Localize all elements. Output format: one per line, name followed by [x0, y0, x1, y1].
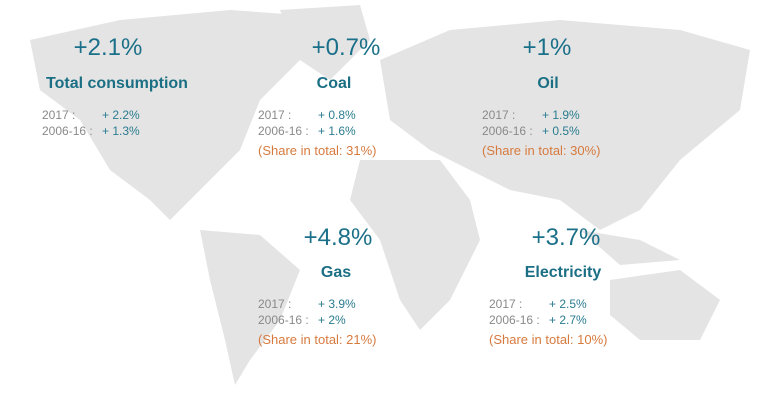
coal-title: Coal: [316, 75, 352, 92]
gas-change: +4.8%: [303, 224, 373, 251]
coal-share: (Share in total: 31%): [258, 143, 377, 158]
stat-row: 2017 : + 3.9%: [258, 297, 356, 311]
south-america: [200, 230, 300, 385]
total-change: +2.1%: [73, 34, 143, 61]
electricity-share: (Share in total: 10%): [489, 332, 608, 347]
stat-row: 2017 : + 2.2%: [42, 108, 140, 122]
stat-row: 2006-16 : + 1.6%: [258, 124, 356, 138]
oil-change: +1%: [522, 34, 572, 61]
stat-row: 2006-16 : + 2%: [258, 313, 346, 327]
southeast-asia: [580, 230, 680, 265]
coal-change: +0.7%: [311, 34, 381, 61]
stat-row: 2006-16 : + 0.5%: [482, 124, 580, 138]
gas-share: (Share in total: 21%): [258, 332, 377, 347]
total-title: Total consumption: [46, 75, 188, 92]
stat-row: 2006-16 : + 2.7%: [489, 313, 587, 327]
australia: [610, 270, 720, 340]
oil-share: (Share in total: 30%): [482, 143, 601, 158]
electricity-title: Electricity: [524, 264, 602, 281]
stat-row: 2017 : + 2.5%: [489, 297, 587, 311]
europe-asia: [380, 20, 750, 230]
africa: [350, 160, 480, 330]
oil-title: Oil: [537, 75, 559, 92]
gas-title: Gas: [320, 264, 352, 281]
north-america: [30, 10, 300, 220]
greenland: [280, 5, 370, 80]
electricity-change: +3.7%: [531, 224, 601, 251]
stat-row: 2006-16 : + 1.3%: [42, 124, 140, 138]
stat-row: 2017 : + 1.9%: [482, 108, 580, 122]
stat-row: 2017 : + 0.8%: [258, 108, 356, 122]
